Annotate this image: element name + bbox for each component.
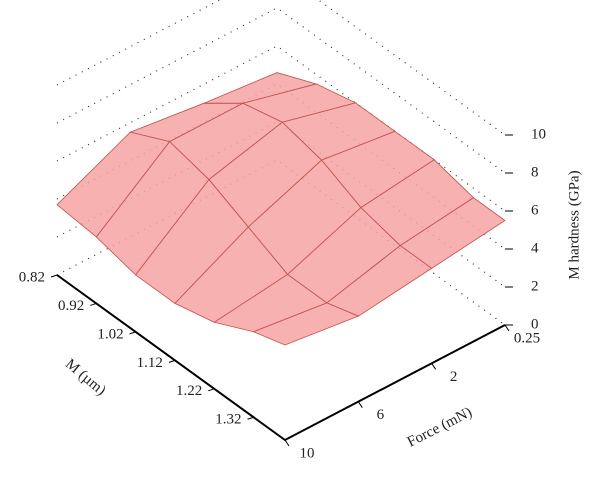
z-axis-label: M hardness (GPa) bbox=[566, 170, 582, 279]
y-tick-label: 2 bbox=[450, 369, 458, 385]
x-tick bbox=[50, 274, 58, 278]
x-tick-label: 1.02 bbox=[97, 326, 123, 342]
x-tick-label: 1.32 bbox=[215, 412, 241, 428]
x-tick bbox=[168, 359, 176, 363]
x-tick-label: 1.12 bbox=[137, 355, 163, 371]
x-axis-label: M (µm) bbox=[62, 356, 109, 399]
y-tick bbox=[431, 363, 437, 370]
x-tick-label: 0.92 bbox=[58, 298, 84, 314]
x-tick bbox=[208, 388, 215, 392]
y-tick bbox=[284, 439, 290, 447]
z-tick-label: 4 bbox=[531, 240, 539, 256]
z-tick-label: 8 bbox=[531, 164, 539, 180]
z-tick-label: 0 bbox=[531, 316, 539, 332]
x-tick bbox=[129, 331, 136, 335]
x-tick-label: 0.82 bbox=[19, 269, 45, 285]
y-tick-label: 6 bbox=[377, 407, 385, 423]
x-tick bbox=[90, 302, 97, 306]
z-tick-label: 2 bbox=[531, 278, 539, 294]
z-tick-label: 6 bbox=[531, 202, 539, 218]
x-tick-label: 1.22 bbox=[176, 383, 202, 399]
z-tick-label: 10 bbox=[531, 126, 546, 142]
surface-patch bbox=[252, 302, 360, 346]
y-tick bbox=[357, 401, 363, 408]
x-tick bbox=[247, 416, 254, 420]
y-axis-label: Force (mN) bbox=[405, 404, 475, 450]
y-tick-label: 10 bbox=[300, 445, 315, 461]
y-tick bbox=[504, 324, 510, 332]
y-tick-label: 0.25 bbox=[514, 330, 540, 346]
